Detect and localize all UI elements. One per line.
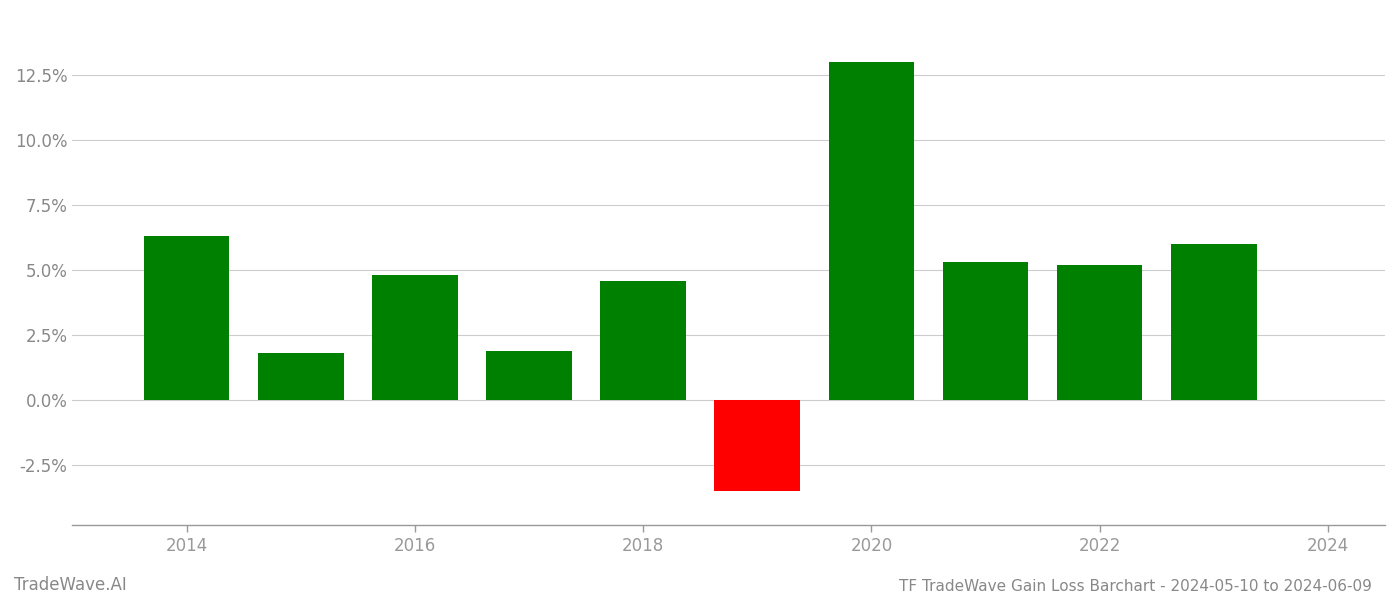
Bar: [942, 262, 1029, 400]
Bar: [258, 353, 343, 400]
Bar: [714, 400, 799, 491]
Bar: [1057, 265, 1142, 400]
Text: TF TradeWave Gain Loss Barchart - 2024-05-10 to 2024-06-09: TF TradeWave Gain Loss Barchart - 2024-0…: [899, 579, 1372, 594]
Bar: [372, 275, 458, 400]
Bar: [601, 281, 686, 400]
Bar: [1170, 244, 1257, 400]
Bar: [829, 62, 914, 400]
Bar: [486, 351, 571, 400]
Text: TradeWave.AI: TradeWave.AI: [14, 576, 127, 594]
Bar: [144, 236, 230, 400]
